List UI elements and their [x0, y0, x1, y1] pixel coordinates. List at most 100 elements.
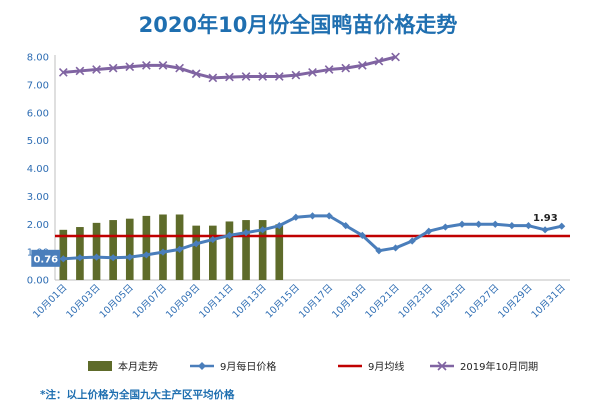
point-marker: [191, 69, 201, 79]
legend-marker: [198, 362, 206, 370]
point-marker: [491, 220, 499, 228]
point-marker: [92, 65, 101, 74]
point-marker: [558, 222, 566, 230]
y-tick-label: 3.00: [27, 192, 49, 203]
x-tick-label: 10月07日: [131, 282, 169, 320]
footnote: *注：以上价格为全国九大主产区平均价格: [40, 388, 235, 401]
point-marker: [358, 231, 366, 239]
legend-label: 9月每日价格: [220, 360, 276, 373]
point-marker: [109, 254, 117, 262]
point-marker: [308, 67, 317, 77]
point-marker: [142, 251, 150, 259]
point-marker: [425, 227, 433, 235]
data-label: 1.93: [533, 213, 558, 224]
point-marker: [208, 73, 218, 83]
legend-label: 本月走势: [118, 360, 158, 373]
point-marker: [259, 226, 267, 234]
x-tick-label: 10月25日: [430, 282, 468, 320]
point-marker: [458, 220, 466, 228]
bar: [159, 214, 167, 280]
point-marker: [126, 253, 134, 261]
point-marker: [391, 244, 400, 252]
legend-marker: [437, 361, 447, 371]
plot-area: 0.001.002.003.004.005.006.007.008.0010月0…: [27, 53, 570, 321]
point-marker: [225, 72, 234, 82]
x-tick-label: 10月11日: [197, 282, 235, 320]
x-tick-label: 10月01日: [31, 282, 69, 320]
x-tick-label: 10月03日: [64, 282, 102, 320]
x-tick-label: 10月29日: [496, 282, 534, 320]
y-tick-label: 7.00: [27, 80, 49, 91]
point-marker: [292, 213, 300, 221]
y-tick-label: 4.00: [27, 164, 49, 175]
point-marker: [274, 72, 284, 81]
point-marker: [241, 72, 251, 81]
point-marker: [59, 255, 67, 263]
legend: 本月走势 9月每日价格 9月均线 2019年10月同期: [88, 360, 538, 373]
legend-label: 2019年10月同期: [460, 360, 538, 373]
point-marker: [357, 60, 367, 70]
bar: [275, 224, 284, 280]
x-tick-label: 10月15日: [264, 282, 302, 320]
point-marker: [158, 60, 168, 70]
point-marker: [225, 231, 234, 239]
point-marker: [275, 222, 283, 230]
bar: [59, 229, 68, 280]
bar: [76, 227, 84, 280]
x-tick-label: 10月21日: [363, 282, 401, 320]
point-marker: [108, 63, 118, 73]
legend-swatch: [88, 361, 112, 371]
x-tick-label: 10月17日: [297, 282, 335, 320]
chart-title: 2020年10月份全国鸭苗价格走势: [139, 13, 458, 37]
legend-label: 9月均线: [368, 360, 404, 373]
bar: [258, 220, 267, 280]
x-tick-label: 10月31日: [529, 282, 567, 320]
x-tick-label: 10月13日: [230, 282, 268, 320]
point-marker: [291, 70, 301, 80]
point-marker: [408, 237, 416, 245]
y-tick-label: 2.00: [27, 220, 49, 231]
y-tick-label: 5.00: [27, 136, 49, 147]
bar: [92, 222, 101, 280]
point-marker: [209, 235, 217, 244]
bar: [242, 220, 250, 280]
bar: [109, 220, 117, 280]
x-tick-label: 10月23日: [397, 282, 435, 320]
bar: [209, 225, 217, 280]
point-marker: [341, 63, 351, 73]
point-marker: [374, 56, 384, 66]
point-marker: [58, 67, 68, 77]
bar: [192, 225, 201, 280]
point-marker: [508, 222, 516, 230]
point-marker: [125, 62, 135, 72]
x-tick-label: 10月09日: [164, 282, 202, 320]
y-tick-label: 6.00: [27, 108, 49, 119]
point-marker: [76, 254, 84, 262]
x-tick-label: 10月19日: [330, 282, 368, 320]
bar: [225, 221, 234, 280]
point-marker: [375, 247, 383, 255]
point-marker: [192, 240, 200, 248]
point-marker: [475, 220, 483, 228]
point-marker: [92, 253, 101, 261]
point-marker: [391, 52, 400, 62]
point-marker: [541, 226, 549, 234]
point-marker: [175, 245, 184, 253]
y-tick-label: 8.00: [27, 53, 49, 64]
point-marker: [342, 222, 350, 230]
point-marker: [159, 248, 167, 256]
data-label: 0.76: [33, 254, 58, 265]
series-line-sept: [63, 214, 563, 261]
point-marker: [308, 212, 317, 220]
point-marker: [175, 63, 184, 73]
y-tick-label: 0.00: [27, 276, 49, 287]
bar: [142, 215, 151, 280]
point-marker: [242, 229, 250, 237]
point-marker: [325, 212, 333, 220]
x-tick-label: 10月05日: [98, 282, 136, 320]
point-marker: [142, 60, 151, 70]
x-tick-label: 10月27日: [463, 282, 501, 320]
point-marker: [75, 66, 85, 76]
